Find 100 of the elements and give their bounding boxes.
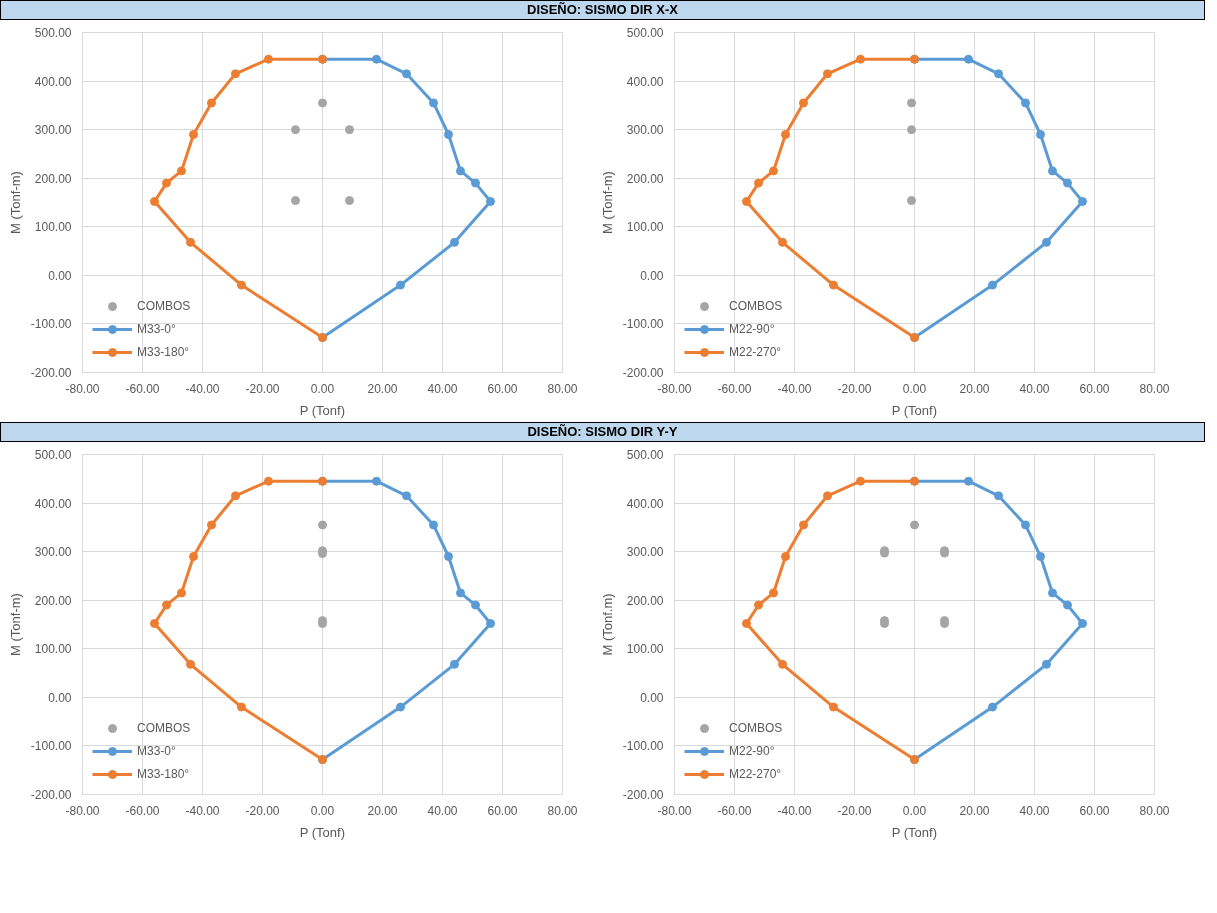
point <box>1036 130 1045 139</box>
point <box>291 125 300 135</box>
point <box>988 702 997 712</box>
point <box>754 178 763 188</box>
legend-label: M33-0° <box>137 744 176 758</box>
point <box>429 98 438 108</box>
x-axis-title: P (Tonf) <box>299 824 346 840</box>
y-tick-label: 200.00 <box>626 171 664 186</box>
legend-label: M33-180° <box>137 767 190 781</box>
point <box>396 280 405 290</box>
y-axis-title: M (Tonf-m) <box>7 593 23 656</box>
x-tick-label: 0.00 <box>902 803 927 818</box>
x-tick-label: 20.00 <box>367 803 398 818</box>
point <box>345 196 354 206</box>
point <box>402 491 411 501</box>
point <box>856 476 865 486</box>
point <box>907 196 916 206</box>
text: DISEÑO: SISMO DIR Y-Y <box>527 424 678 439</box>
x-tick-label: 40.00 <box>1019 381 1050 396</box>
point <box>964 54 973 64</box>
point <box>237 280 246 290</box>
x-tick-label: 0.00 <box>310 381 335 396</box>
y-tick-label: -200.00 <box>30 366 72 380</box>
point <box>471 600 480 610</box>
x-tick-label: -80.00 <box>65 381 100 396</box>
legend-label: M22-90° <box>729 322 775 336</box>
point <box>1063 600 1072 610</box>
point <box>1042 659 1051 669</box>
x-tick-label: -80.00 <box>657 803 692 818</box>
point <box>231 69 240 79</box>
y-tick-label: 100.00 <box>34 220 72 235</box>
point <box>1021 520 1030 530</box>
point <box>177 588 186 598</box>
point <box>402 69 411 79</box>
y-tick-label: -100.00 <box>30 739 72 754</box>
point <box>150 197 159 207</box>
x-tick-label: 20.00 <box>959 803 990 818</box>
x-tick-label: -80.00 <box>65 803 100 818</box>
point <box>799 520 808 530</box>
y-tick-label: 400.00 <box>626 74 664 89</box>
x-tick-label: 60.00 <box>1079 381 1110 396</box>
point <box>994 491 1003 501</box>
point <box>1048 166 1057 176</box>
point <box>189 552 198 561</box>
point <box>471 178 480 188</box>
y-tick-label: 400.00 <box>626 496 664 511</box>
legend-label: M33-180° <box>137 345 190 359</box>
x-tick-label: -40.00 <box>777 803 812 818</box>
x-tick-label: 0.00 <box>310 803 335 818</box>
y-tick-label: 500.00 <box>34 448 72 462</box>
x-tick-label: -40.00 <box>185 381 220 396</box>
x-tick-label: 40.00 <box>1019 803 1050 818</box>
x-tick-label: 80.00 <box>547 381 578 396</box>
y-tick-label: 500.00 <box>626 26 664 40</box>
y-tick-label: 300.00 <box>34 545 72 560</box>
point <box>189 130 198 139</box>
point <box>150 619 159 629</box>
x-tick-label: 20.00 <box>959 381 990 396</box>
point <box>988 280 997 290</box>
x-tick-label: 80.00 <box>1139 381 1170 396</box>
point <box>486 197 495 207</box>
point <box>186 237 195 247</box>
x-tick-label: -80.00 <box>657 381 692 396</box>
x-tick-label: -60.00 <box>125 381 160 396</box>
x-tick-label: -20.00 <box>245 803 280 818</box>
legend-label: M33-0° <box>137 322 176 336</box>
point <box>444 130 453 139</box>
point <box>829 280 838 290</box>
point <box>237 702 246 712</box>
legend-label: M22-90° <box>729 744 775 758</box>
point <box>264 476 273 486</box>
y-tick-label: 500.00 <box>626 448 664 462</box>
point <box>781 552 790 561</box>
point <box>910 520 919 530</box>
x-tick-label: -60.00 <box>717 381 752 396</box>
point <box>345 125 354 135</box>
point <box>1078 619 1087 629</box>
point <box>186 659 195 669</box>
point <box>769 588 778 598</box>
y-tick-label: 100.00 <box>34 642 72 657</box>
x-tick-label: 40.00 <box>427 381 458 396</box>
point <box>207 520 216 530</box>
legend-label: COMBOS <box>137 721 191 735</box>
y-axis-title: M (Tonf.m) <box>599 593 615 656</box>
y-tick-label: 300.00 <box>626 545 664 560</box>
point <box>162 178 171 188</box>
y-tick-label: -200.00 <box>30 788 72 802</box>
x-axis-title: P (Tonf) <box>299 402 346 418</box>
y-tick-label: -100.00 <box>622 317 664 332</box>
point <box>823 69 832 79</box>
x-tick-label: -40.00 <box>185 803 220 818</box>
legend-label: M22-270° <box>729 767 782 781</box>
point <box>1063 178 1072 188</box>
point <box>1021 98 1030 108</box>
point <box>318 520 327 530</box>
point <box>396 702 405 712</box>
y-tick-label: 200.00 <box>34 593 72 608</box>
point <box>778 237 787 247</box>
x-tick-label: 80.00 <box>547 803 578 818</box>
point <box>372 54 381 64</box>
